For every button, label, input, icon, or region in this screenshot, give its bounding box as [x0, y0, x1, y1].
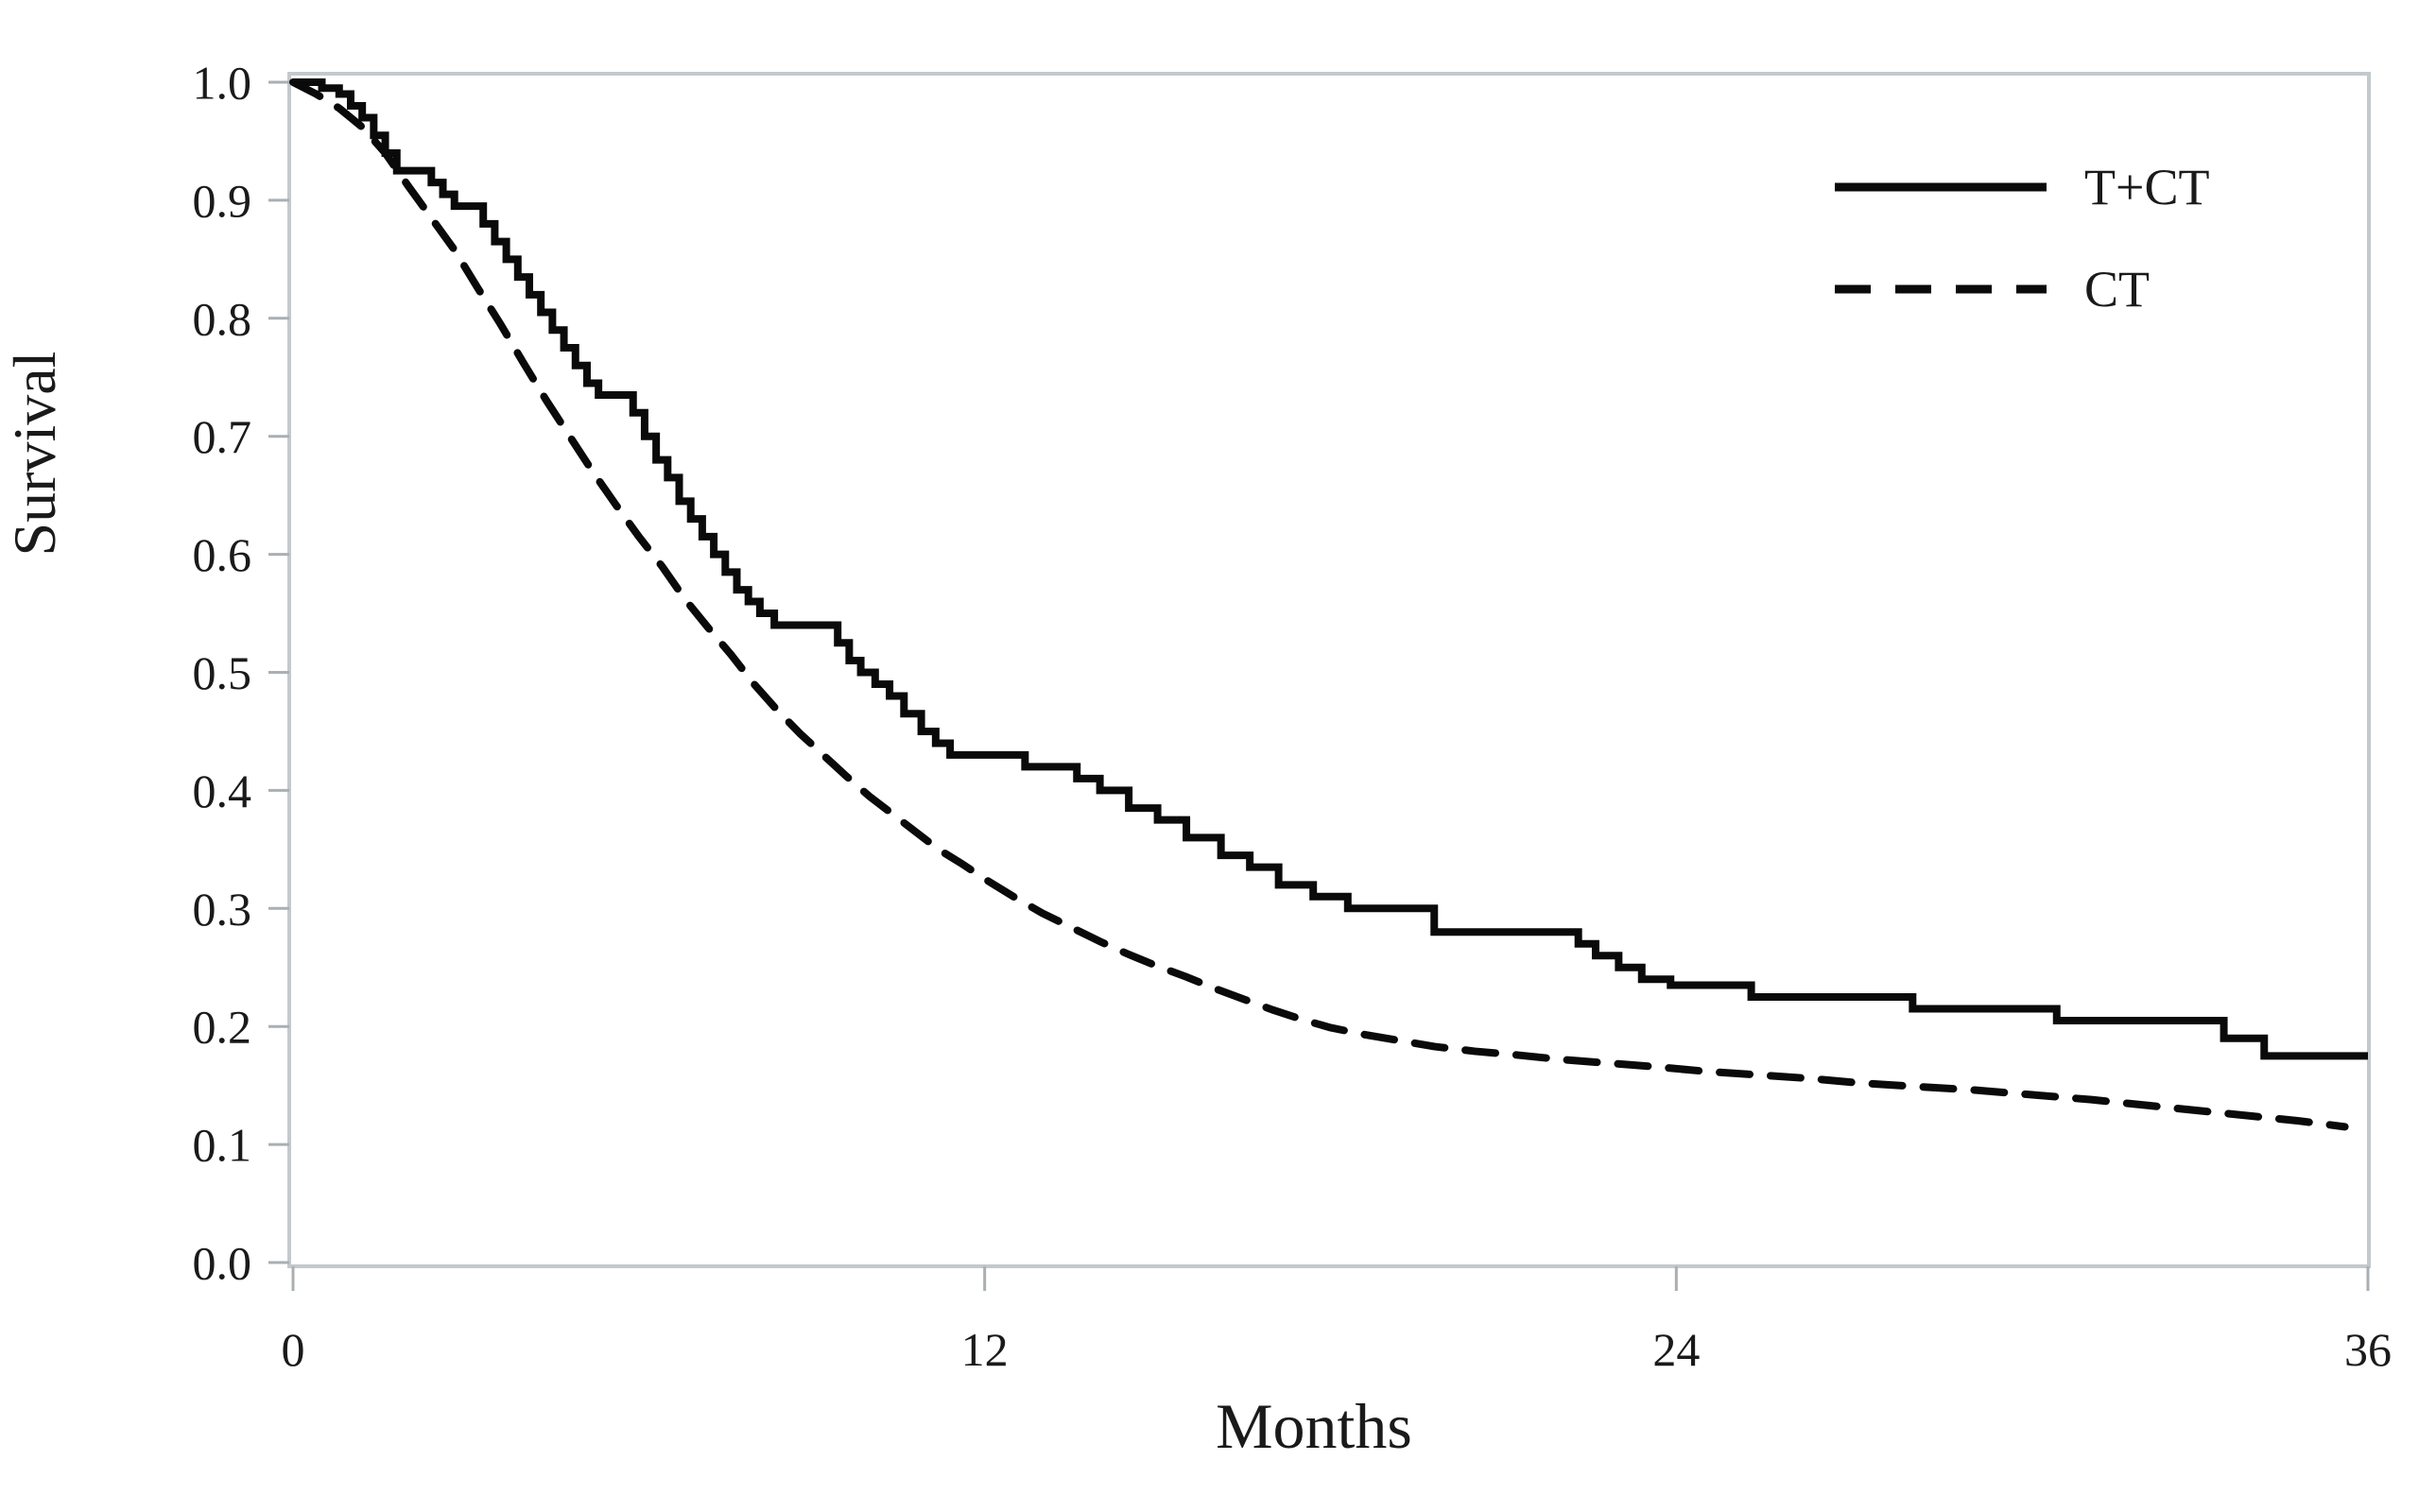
legend-label-t-plus-ct: T+CT [2084, 159, 2209, 215]
y-tick-label: 0.4 [193, 765, 252, 817]
y-axis-ticks [268, 80, 289, 1264]
y-axis-title: Survival [1, 352, 68, 557]
y-tick-label: 0.0 [193, 1237, 252, 1290]
y-axis-tick-labels: 1.0 0.9 0.8 0.7 0.6 0.5 0.4 0.3 0.2 0.1 0.0 [193, 57, 252, 1290]
y-tick-label: 0.8 [193, 292, 252, 345]
x-axis-tick-labels: 0 12 24 36 [282, 1323, 2393, 1376]
curve-t-plus-ct-solid [293, 78, 2368, 1060]
x-tick-label: 24 [1652, 1323, 1700, 1376]
survival-curves [289, 78, 2368, 1131]
y-tick-label: 0.1 [193, 1119, 252, 1172]
x-axis-title: Months [1216, 1390, 1412, 1462]
legend: T+CT CT [1835, 159, 2209, 318]
y-tick-label: 0.7 [193, 410, 252, 463]
plot-frame [287, 72, 2371, 1268]
legend-label-ct: CT [2084, 261, 2150, 318]
y-tick-label: 0.9 [193, 174, 252, 227]
x-tick-label: 12 [961, 1323, 1009, 1376]
curve-ct-dashed [289, 78, 2349, 1131]
y-tick-label: 1.0 [193, 57, 252, 110]
y-tick-label: 0.6 [193, 528, 252, 581]
y-tick-label: 0.3 [193, 883, 252, 936]
y-tick-label: 0.2 [193, 1001, 252, 1054]
y-tick-label: 0.5 [193, 646, 252, 699]
x-axis-ticks [291, 1266, 2370, 1291]
x-tick-label: 36 [2344, 1323, 2392, 1376]
x-tick-label: 0 [282, 1323, 305, 1376]
